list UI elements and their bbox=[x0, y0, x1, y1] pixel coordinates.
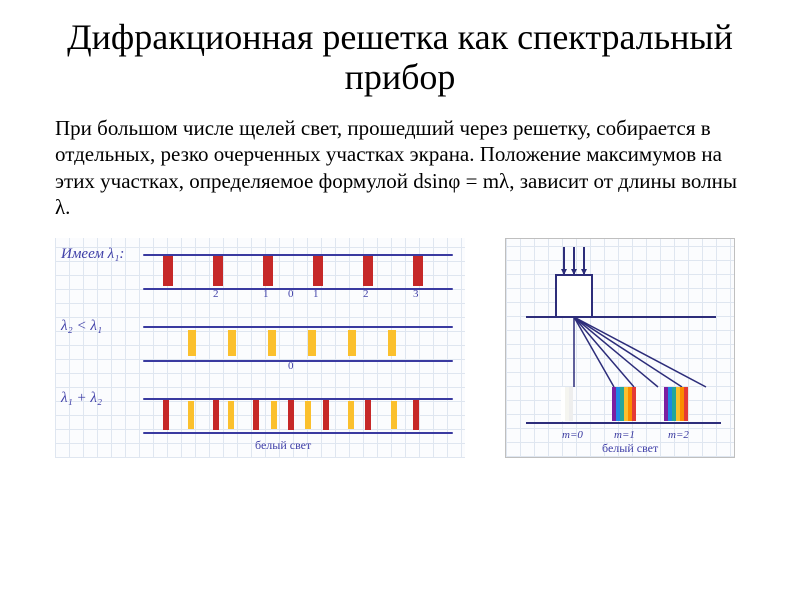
figures-container: Имеем λ₁: 2 1 0 1 2 3 λ₂ < λ₁ 0 λ₁ + λ₂ белый свет… bbox=[0, 220, 800, 458]
page-title: Дифракционная решетка как спектральный п… bbox=[0, 0, 800, 107]
row-label: λ₁ + λ₂ bbox=[61, 390, 102, 407]
spectral-bar bbox=[163, 256, 173, 286]
row-line bbox=[143, 360, 453, 362]
figure-caption: белый свет bbox=[255, 438, 311, 453]
spectral-bar bbox=[253, 400, 259, 430]
spectral-bar bbox=[305, 401, 311, 429]
row-line bbox=[143, 288, 453, 290]
spectral-bar bbox=[413, 256, 423, 286]
order-tick: 1 bbox=[263, 288, 269, 300]
spectral-bar bbox=[348, 330, 356, 356]
spectrum-order-block bbox=[612, 387, 636, 421]
spectral-bar bbox=[188, 401, 194, 429]
spectral-bar bbox=[323, 400, 329, 430]
spectral-bar bbox=[213, 400, 219, 430]
order-tick: 2 bbox=[213, 288, 219, 300]
order-label: m=2 bbox=[668, 429, 689, 441]
spectral-bar bbox=[391, 401, 397, 429]
order-tick: 1 bbox=[313, 288, 319, 300]
row-line bbox=[143, 432, 453, 434]
spectral-bar bbox=[188, 330, 196, 356]
row-label: λ₂ < λ₁ bbox=[61, 318, 102, 335]
spectral-bar bbox=[365, 400, 371, 430]
spectral-bar bbox=[213, 256, 223, 286]
figure-left-spectra-rows: Имеем λ₁: 2 1 0 1 2 3 λ₂ < λ₁ 0 λ₁ + λ₂ белый свет bbox=[55, 238, 465, 458]
spectral-bar bbox=[268, 330, 276, 356]
spectrum-order-block bbox=[664, 387, 688, 421]
spectral-bar bbox=[388, 330, 396, 356]
bar-group bbox=[143, 256, 453, 286]
row-label: Имеем λ₁: bbox=[61, 246, 124, 263]
spectral-bar bbox=[163, 400, 169, 430]
order-label: m=0 bbox=[562, 429, 583, 441]
spectral-bar bbox=[271, 401, 277, 429]
spectral-bar bbox=[313, 256, 323, 286]
figure-caption: белый свет bbox=[602, 441, 658, 456]
order-tick: 2 bbox=[363, 288, 369, 300]
spectral-bar bbox=[228, 330, 236, 356]
order-label: m=1 bbox=[614, 429, 635, 441]
order-tick: 0 bbox=[288, 288, 294, 300]
spectral-bar bbox=[308, 330, 316, 356]
spectral-bar bbox=[363, 256, 373, 286]
order-tick: 3 bbox=[413, 288, 419, 300]
spectral-bar bbox=[413, 400, 419, 430]
spectral-bar bbox=[263, 256, 273, 286]
bar-group bbox=[143, 400, 453, 430]
grating-diagram-svg bbox=[506, 239, 736, 459]
bar-group bbox=[143, 328, 453, 358]
spectral-bar bbox=[228, 401, 234, 429]
spectrum-order-block bbox=[561, 387, 573, 421]
spectral-bar bbox=[348, 401, 354, 429]
spectral-bar bbox=[288, 400, 294, 430]
order-tick: 0 bbox=[288, 360, 294, 372]
figure-right-grating: m=0 m=1 m=2 белый свет bbox=[505, 238, 735, 458]
main-paragraph: При большом числе щелей свет, прошедший … bbox=[0, 107, 800, 220]
